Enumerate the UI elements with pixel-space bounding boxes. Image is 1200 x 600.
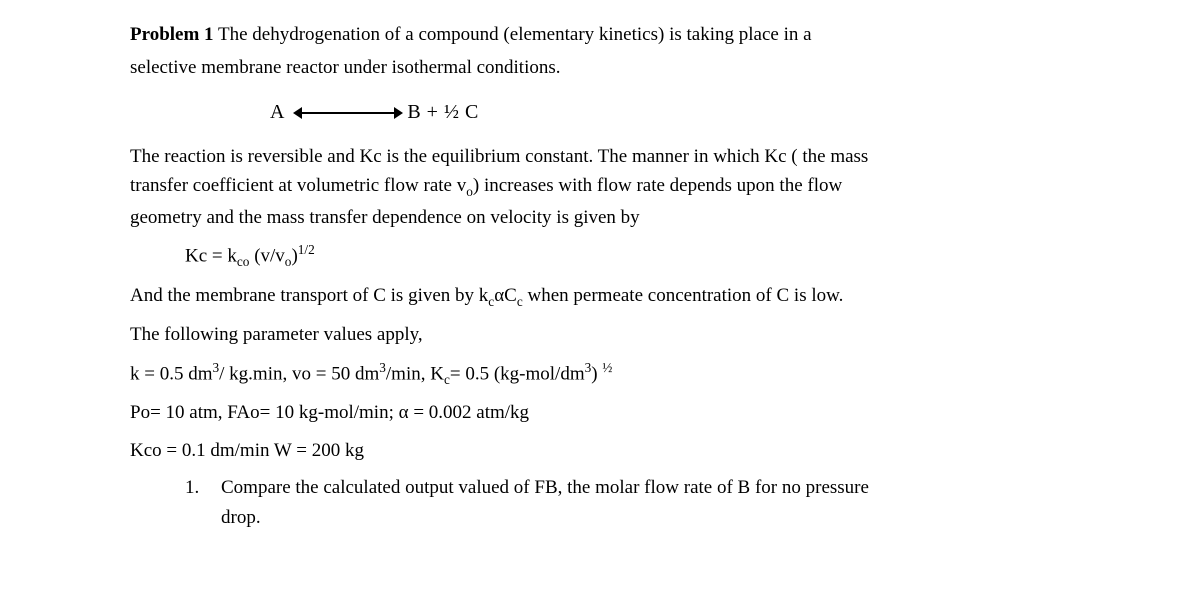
equilibrium-arrow-icon [293, 106, 403, 120]
problem-label: Problem 1 [130, 24, 214, 45]
para2-line2: transfer coefficient at volumetric flow … [130, 171, 1070, 202]
heading-text-line1: The dehydrogenation of a compound (eleme… [218, 24, 812, 45]
question-number: 1. [185, 473, 203, 532]
reaction-left: A [270, 101, 284, 123]
params-line-1: k = 0.5 dm3/ kg.min, vo = 50 dm3/min, Kc… [130, 358, 1070, 391]
params-line-3: Kco = 0.1 dm/min W = 200 kg [130, 436, 1070, 465]
paragraph-membrane-transport: And the membrane transport of C is given… [130, 281, 1070, 312]
heading-text-line2: selective membrane reactor under isother… [130, 53, 1070, 82]
equation-kc: Kc = kco (v/vo)1/2 [185, 240, 1070, 273]
paragraph-params-intro: The following parameter values apply, [130, 320, 1070, 349]
reaction-equation: A B + ½ C [270, 97, 1070, 128]
question-text-line2: drop. [221, 503, 869, 532]
question-text-line1: Compare the calculated output valued of … [221, 473, 869, 502]
question-item: 1. Compare the calculated output valued … [185, 473, 1070, 532]
para2-line1: The reaction is reversible and Kc is the… [130, 142, 1070, 171]
para2-line3: geometry and the mass transfer dependenc… [130, 203, 1070, 232]
reaction-right: B + ½ C [407, 101, 478, 123]
paragraph-kc-description: The reaction is reversible and Kc is the… [130, 142, 1070, 232]
params-line-2: Po= 10 atm, FAo= 10 kg-mol/min; α = 0.00… [130, 398, 1070, 427]
problem-heading: Problem 1 The dehydrogenation of a compo… [130, 20, 1070, 49]
question-text: Compare the calculated output valued of … [221, 473, 869, 532]
